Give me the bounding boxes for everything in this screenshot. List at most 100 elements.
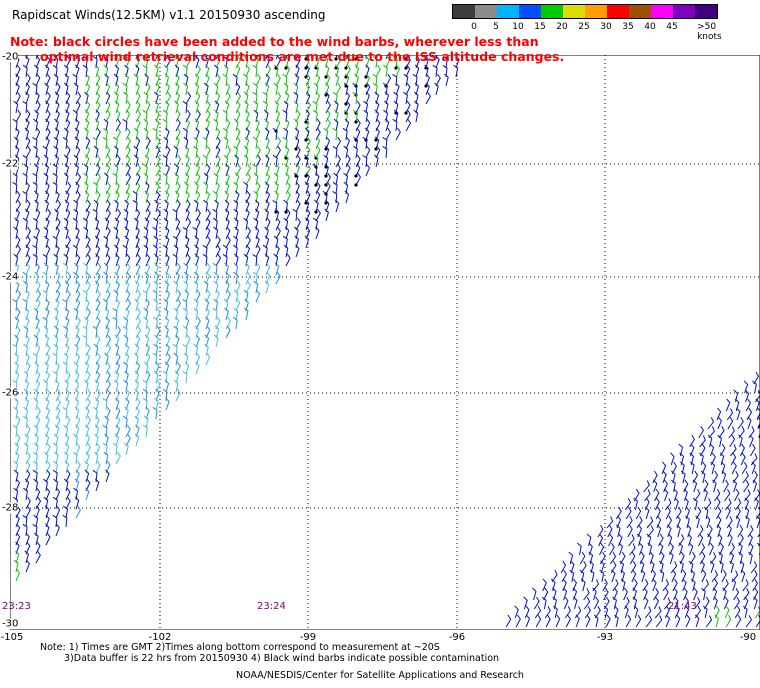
wind-barb: [195, 334, 201, 348]
wind-barb: [284, 91, 290, 105]
contamination-dot: [304, 120, 308, 124]
wind-barb: [174, 55, 179, 69]
wind-barb: [569, 569, 575, 583]
legend-swatch-7: [607, 5, 629, 18]
wind-barb: [165, 181, 170, 195]
wind-barb: [563, 596, 569, 610]
wind-barb: [344, 118, 350, 132]
wind-barb: [683, 479, 689, 493]
wind-barb: [33, 307, 39, 321]
wind-barb: [603, 587, 609, 601]
wind-barb: [75, 316, 81, 330]
wind-barb: [35, 154, 40, 168]
wind-barb: [193, 271, 199, 285]
wind-barb: [183, 271, 189, 285]
wind-barb: [125, 289, 131, 303]
wind-barb: [703, 488, 708, 502]
wind-barb: [142, 163, 148, 177]
wind-barb: [33, 424, 39, 438]
wind-barb: [155, 82, 160, 96]
note-line-1: Note: black circles have been added to t…: [10, 34, 539, 49]
wind-barb: [593, 614, 599, 628]
wind-barb: [25, 55, 30, 69]
wind-barb: [598, 533, 604, 547]
wind-barb: [413, 109, 419, 123]
wind-barb: [25, 109, 31, 123]
wind-barb: [174, 370, 180, 384]
wind-barb: [195, 154, 201, 168]
wind-barb: [142, 289, 148, 303]
wind-barb: [75, 145, 81, 159]
wind-barb: [164, 379, 170, 393]
wind-barb: [599, 569, 605, 583]
wind-barb: [656, 524, 662, 538]
wind-barb: [63, 352, 69, 366]
wind-barb: [678, 443, 684, 457]
wind-barb: [105, 253, 111, 267]
wind-barb: [213, 226, 219, 240]
wind-barb: [314, 199, 319, 213]
wind-barb: [265, 217, 271, 231]
wind-barb: [92, 208, 98, 222]
lat-label-26: -26: [2, 387, 19, 399]
wind-barb: [580, 560, 587, 574]
wind-barb: [545, 614, 551, 628]
wind-barb: [55, 298, 60, 312]
wind-barb: [264, 280, 270, 294]
wind-barb: [33, 118, 39, 132]
wind-barb: [274, 190, 279, 204]
wind-barb: [64, 343, 70, 357]
wind-barb: [72, 451, 78, 465]
wind-barb: [713, 596, 718, 610]
wind-barb: [195, 55, 198, 60]
wind-barb: [334, 199, 340, 213]
wind-barb: [35, 496, 42, 510]
wind-barb-map: [10, 55, 760, 630]
wind-barb: [455, 55, 460, 69]
wind-barb: [75, 352, 81, 366]
wind-barb: [53, 334, 59, 348]
wind-barb: [355, 55, 360, 69]
wind-barb: [194, 244, 199, 258]
wind-barb: [465, 55, 468, 60]
wind-barb: [102, 298, 108, 312]
wind-barb: [285, 190, 291, 204]
wind-barb: [115, 55, 119, 60]
wind-barb: [754, 497, 759, 511]
wind-barb: [83, 163, 89, 177]
wind-barb: [673, 596, 679, 610]
legend-swatch-4: [541, 5, 563, 18]
wind-barb: [82, 325, 88, 339]
wind-barb: [64, 442, 70, 456]
lat-label-24: -24: [2, 271, 19, 283]
wind-barb: [95, 415, 100, 429]
wind-barb: [325, 136, 331, 150]
contamination-dot: [324, 201, 328, 205]
wind-barb: [165, 91, 171, 105]
wind-barb: [620, 569, 625, 583]
wind-barb: [243, 91, 249, 105]
wind-barb: [114, 64, 120, 78]
wind-barb: [95, 109, 100, 123]
wind-barb: [45, 469, 51, 483]
wind-barb: [154, 361, 160, 375]
wind-barb: [245, 280, 251, 294]
wind-barb: [691, 578, 696, 592]
wind-barb: [164, 190, 170, 204]
wind-barb: [15, 244, 21, 258]
wind-barb: [353, 145, 358, 159]
wind-barb: [72, 73, 78, 87]
wind-barb: [403, 73, 409, 87]
wind-barb: [225, 181, 230, 195]
wind-barb: [315, 226, 320, 240]
wind-barb: [265, 64, 271, 78]
wind-barb: [33, 388, 39, 402]
wind-barb: [624, 605, 629, 619]
wind-barb: [305, 100, 312, 114]
wind-barb: [325, 199, 330, 213]
wind-barb: [94, 280, 100, 294]
wind-barb: [738, 434, 743, 448]
wind-barb: [284, 226, 290, 240]
wind-barb: [42, 316, 48, 330]
legend-swatch-8: [629, 5, 651, 18]
